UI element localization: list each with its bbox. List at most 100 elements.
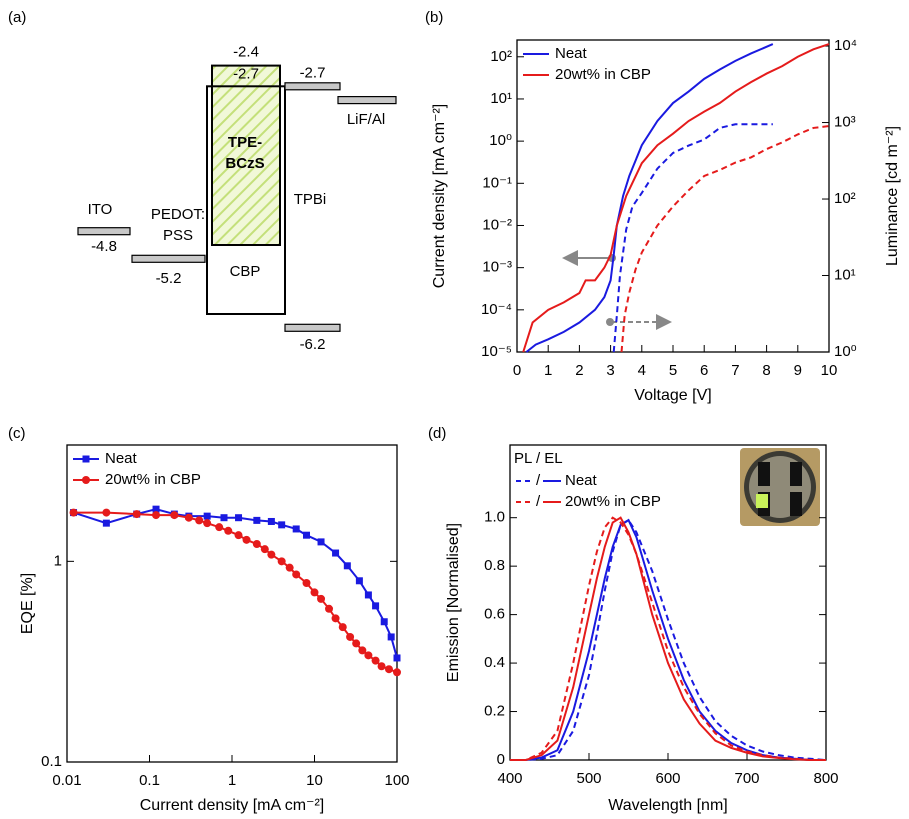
energy-level-bar xyxy=(284,82,341,91)
series-line xyxy=(620,125,830,353)
marker xyxy=(393,654,401,662)
series-line xyxy=(525,43,774,353)
marker xyxy=(220,514,228,522)
marker xyxy=(338,623,347,632)
legend-label: Neat xyxy=(565,472,598,489)
y-tick-label: 0.8 xyxy=(484,557,505,574)
energy-value-label: -2.7 xyxy=(300,64,326,81)
y-tick-label: 10⁻⁵ xyxy=(481,343,512,360)
x-tick-label: 3 xyxy=(606,362,614,379)
y-tick-label: 1 xyxy=(54,552,62,569)
y-tick-label: 0 xyxy=(497,751,505,768)
series-line xyxy=(510,518,827,761)
marker xyxy=(203,519,212,528)
marker xyxy=(170,511,179,520)
energy-value-label: -6.2 xyxy=(300,336,326,353)
y-tick-label: 10⁻⁴ xyxy=(481,301,512,318)
marker xyxy=(277,557,286,566)
energy-value-label: -5.2 xyxy=(156,270,182,287)
marker xyxy=(317,594,326,603)
x-tick-label: 7 xyxy=(731,362,739,379)
plot-frame xyxy=(66,444,398,763)
y-tick-label: 1.0 xyxy=(484,509,505,526)
x-axis-label: Wavelength [nm] xyxy=(608,797,727,814)
hatched-box xyxy=(211,64,281,246)
marker xyxy=(252,540,261,549)
layer-name: TPBi xyxy=(294,191,327,208)
marker xyxy=(260,545,269,554)
marker xyxy=(69,508,78,517)
legend-label: 20wt% in CBP xyxy=(105,471,201,488)
y-axis-label: Current density [mA cm⁻²] xyxy=(431,104,448,289)
marker xyxy=(364,651,373,660)
energy-level-bar xyxy=(337,95,397,105)
x-tick-label: 6 xyxy=(700,362,708,379)
marker xyxy=(343,562,351,570)
y-axis-label: EQE [%] xyxy=(19,573,36,634)
marker xyxy=(267,517,275,525)
x-tick-label: 1 xyxy=(228,772,236,789)
y-tick-label: 0.1 xyxy=(41,753,62,770)
legend-separator: / xyxy=(536,472,541,489)
layer-name: ITO xyxy=(88,201,113,218)
x-tick-label: 0.1 xyxy=(139,772,160,789)
y2-tick-label: 10² xyxy=(834,190,856,207)
marker xyxy=(346,632,355,641)
x-tick-label: 0 xyxy=(513,362,521,379)
marker xyxy=(355,577,363,585)
legend-label: Neat xyxy=(555,45,588,62)
marker xyxy=(352,639,361,648)
y-tick-label: 0.2 xyxy=(484,703,505,720)
marker xyxy=(325,604,334,613)
panel-label: (a) xyxy=(8,9,26,26)
marker xyxy=(224,526,233,535)
energy-value-label: -2.4 xyxy=(233,44,259,61)
y2-tick-label: 10³ xyxy=(834,114,856,131)
x-axis-label: Current density [mA cm⁻²] xyxy=(140,797,325,814)
marker xyxy=(332,549,340,557)
marker xyxy=(102,519,110,527)
y-axis-label: Emission [Normalised] xyxy=(445,523,462,682)
series-line xyxy=(510,518,826,761)
panel-label: (d) xyxy=(428,425,446,442)
x-tick-label: 4 xyxy=(638,362,646,379)
layer-name: BCzS xyxy=(225,155,264,172)
x-tick-label: 1 xyxy=(544,362,552,379)
energy-value-label: -4.8 xyxy=(91,238,117,255)
series-line xyxy=(510,516,826,761)
marker xyxy=(292,525,300,533)
y-tick-label: 0.4 xyxy=(484,654,505,671)
energy-level-bar xyxy=(77,227,131,236)
panel-label: (c) xyxy=(8,425,26,442)
x-tick-label: 0.01 xyxy=(52,772,81,789)
marker xyxy=(385,665,394,674)
marker xyxy=(377,662,386,671)
x-tick-label: 10 xyxy=(306,772,323,789)
y2-axis-label: Luminance [cd m⁻²] xyxy=(884,126,901,266)
marker xyxy=(364,591,372,599)
x-tick-label: 400 xyxy=(497,770,522,787)
marker xyxy=(371,656,380,665)
marker xyxy=(234,531,243,540)
layer-name: PEDOT: xyxy=(151,206,205,223)
x-tick-label: 9 xyxy=(794,362,802,379)
x-tick-label: 800 xyxy=(813,770,838,787)
marker xyxy=(235,514,243,522)
marker xyxy=(303,531,311,539)
marker xyxy=(302,578,311,587)
marker xyxy=(331,614,340,623)
marker xyxy=(152,511,161,520)
energy-level-bar xyxy=(131,254,206,263)
y-tick-label: 10⁻¹ xyxy=(482,174,512,191)
plot-frame xyxy=(516,39,830,353)
marker xyxy=(195,516,204,525)
legend-label: 20wt% in CBP xyxy=(555,66,651,83)
panel-label: (b) xyxy=(425,9,443,26)
y2-tick-label: 10⁰ xyxy=(834,343,857,360)
layer-name: PSS xyxy=(163,227,193,244)
x-tick-label: 100 xyxy=(384,772,409,789)
x-tick-label: 5 xyxy=(669,362,677,379)
legend-marker xyxy=(82,476,90,484)
y2-tick-label: 10¹ xyxy=(834,266,856,283)
